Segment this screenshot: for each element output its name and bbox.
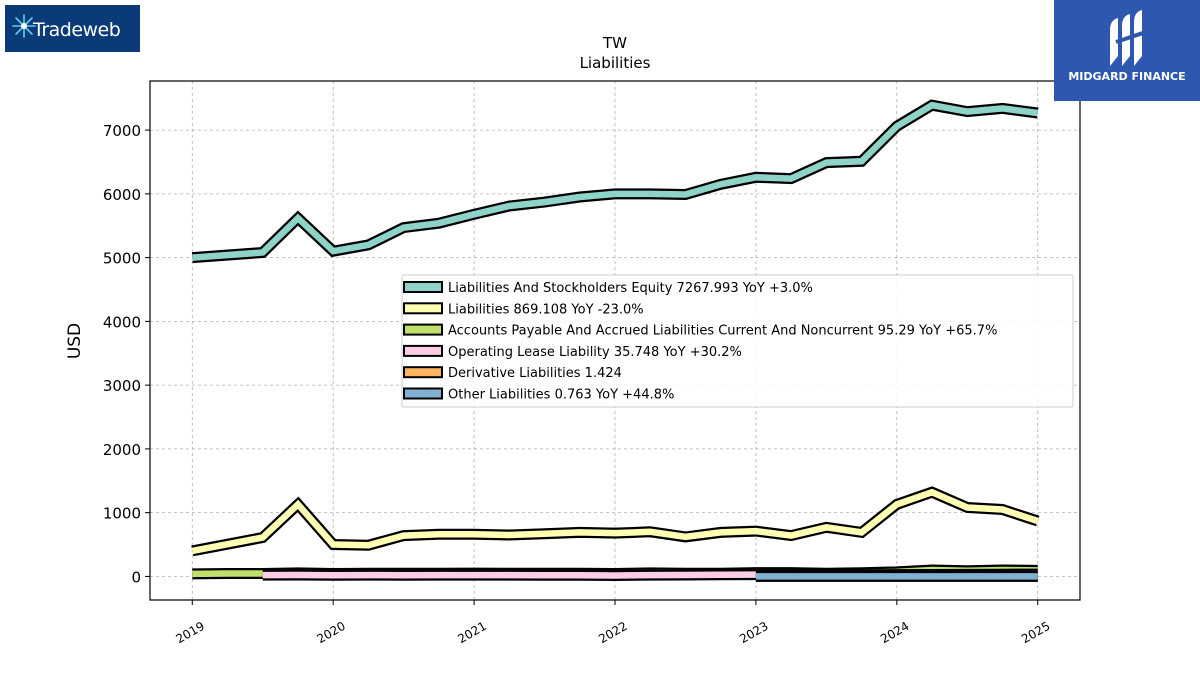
- legend-swatch: [403, 302, 443, 315]
- y-tick-label: 3000: [103, 377, 141, 395]
- tradeweb-starburst-icon: [12, 14, 36, 38]
- legend-swatch: [403, 323, 443, 336]
- series-line-2: [191, 488, 1039, 555]
- legend-label: Liabilities And Stockholders Equity 7267…: [448, 281, 813, 296]
- y-tick-label: 1000: [103, 505, 141, 523]
- x-tick-label: 2024: [878, 619, 911, 646]
- legend-swatch: [403, 281, 443, 293]
- y-tick-label: 6000: [103, 186, 141, 204]
- legend-label: Derivative Liabilities 1.424: [448, 366, 622, 381]
- midgard-finance-logo: MIDGARD FINANCE: [1054, 0, 1200, 101]
- tradeweb-logo: Tradeweb: [5, 5, 140, 52]
- legend: Liabilities And Stockholders Equity 7267…: [401, 274, 1074, 408]
- x-tick-label: 2019: [174, 619, 207, 646]
- x-tick-label: 2020: [314, 619, 347, 646]
- series-line-1: [192, 101, 1039, 261]
- series-layer: [191, 99, 1040, 582]
- legend-label: Liabilities 869.108 YoY -23.0%: [448, 302, 644, 317]
- legend-box: [401, 274, 1074, 408]
- chart-subtitle: Liabilities: [580, 54, 651, 72]
- y-axis-label: USD: [65, 323, 85, 359]
- midgard-m-monogram-icon: [1110, 10, 1147, 66]
- x-tick-label: 2025: [1019, 619, 1052, 646]
- y-tick-label: 0: [131, 568, 141, 586]
- legend-label: Operating Lease Liability 35.748 YoY +30…: [448, 345, 742, 360]
- y-tick-label: 5000: [103, 250, 141, 268]
- chart-title: TW: [602, 34, 627, 52]
- y-tick-label: 4000: [103, 313, 141, 331]
- legend-swatch: [403, 366, 443, 379]
- legend-label: Other Liabilities 0.763 YoY +44.8%: [448, 388, 674, 403]
- x-tick-label: 2022: [596, 619, 629, 646]
- legend-swatch: [403, 344, 443, 357]
- legend-swatch: [403, 387, 443, 400]
- midgard-finance-logo-text: MIDGARD FINANCE: [1068, 70, 1186, 83]
- y-tick-label: 7000: [103, 122, 141, 140]
- tradeweb-logo-text: Tradeweb: [33, 19, 121, 41]
- x-tick-label: 2023: [737, 619, 770, 646]
- legend-label: Accounts Payable And Accrued Liabilities…: [448, 324, 997, 339]
- x-tick-label: 2021: [455, 619, 488, 646]
- y-tick-label: 2000: [103, 441, 141, 459]
